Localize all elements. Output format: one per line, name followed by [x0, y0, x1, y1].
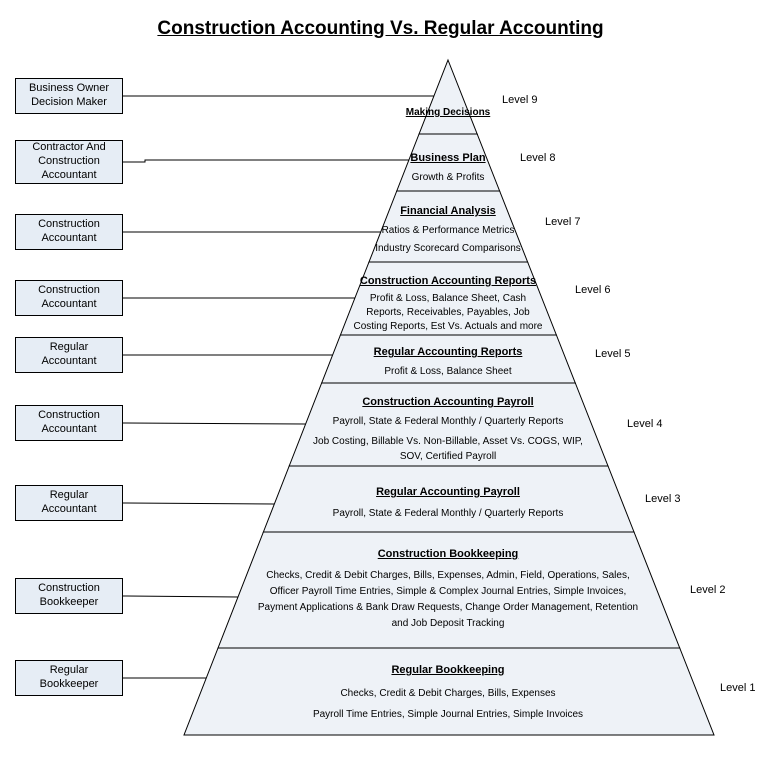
- role-box: ConstructionAccountant: [15, 214, 123, 250]
- level-title: Regular Accounting Reports: [148, 346, 748, 358]
- level-label: Level 8: [520, 152, 555, 164]
- level-desc: Industry Scorecard Comparisons: [148, 243, 748, 254]
- level-desc: SOV, Certified Payroll: [148, 451, 748, 462]
- level-desc: Checks, Credit & Debit Charges, Bills, E…: [148, 570, 748, 581]
- role-box: RegularAccountant: [15, 485, 123, 521]
- level-desc: Checks, Credit & Debit Charges, Bills, E…: [148, 688, 748, 699]
- level-label: Level 6: [575, 284, 610, 296]
- level-title: Business Plan: [148, 152, 748, 164]
- level-desc: Reports, Receivables, Payables, Job: [148, 307, 748, 318]
- level-label: Level 1: [720, 682, 755, 694]
- level-label: Level 3: [645, 493, 680, 505]
- level-label: Level 5: [595, 348, 630, 360]
- connector-line: [123, 503, 274, 504]
- role-box: Business OwnerDecision Maker: [15, 78, 123, 114]
- level-label: Level 7: [545, 216, 580, 228]
- level-desc: Profit & Loss, Balance Sheet: [148, 366, 748, 377]
- level-desc: Ratios & Performance Metrics: [148, 225, 748, 236]
- level-label: Level 9: [502, 94, 537, 106]
- role-box: ConstructionAccountant: [15, 280, 123, 316]
- level-title: Financial Analysis: [148, 205, 748, 217]
- pyramid-level-9: [419, 60, 477, 134]
- level-desc: Profit & Loss, Balance Sheet, Cash: [148, 293, 748, 304]
- role-box: RegularAccountant: [15, 337, 123, 373]
- level-desc: Growth & Profits: [148, 172, 748, 183]
- page-title: Construction Accounting Vs. Regular Acco…: [0, 18, 761, 40]
- role-box: ConstructionAccountant: [15, 405, 123, 441]
- level-desc: Payroll, State & Federal Monthly / Quart…: [148, 508, 748, 519]
- level-label: Level 4: [627, 418, 662, 430]
- pyramid-level-3: [263, 466, 634, 532]
- level-title: Construction Accounting Reports: [148, 275, 748, 287]
- role-box: ConstructionBookkeeper: [15, 578, 123, 614]
- role-box: RegularBookkeeper: [15, 660, 123, 696]
- level-desc: and Job Deposit Tracking: [148, 618, 748, 629]
- level-desc: Payment Applications & Bank Draw Request…: [148, 602, 748, 613]
- level-desc: Costing Reports, Est Vs. Actuals and mor…: [148, 321, 748, 332]
- role-box: Contractor AndConstructionAccountant: [15, 140, 123, 184]
- level-title: Making Decisions: [148, 107, 748, 118]
- level-desc: Officer Payroll Time Entries, Simple & C…: [148, 586, 748, 597]
- level-title: Regular Bookkeeping: [148, 664, 748, 676]
- level-desc: Job Costing, Billable Vs. Non-Billable, …: [148, 436, 748, 447]
- level-label: Level 2: [690, 584, 725, 596]
- level-title: Construction Bookkeeping: [148, 548, 748, 560]
- level-desc: Payroll Time Entries, Simple Journal Ent…: [148, 709, 748, 720]
- level-title: Construction Accounting Payroll: [148, 396, 748, 408]
